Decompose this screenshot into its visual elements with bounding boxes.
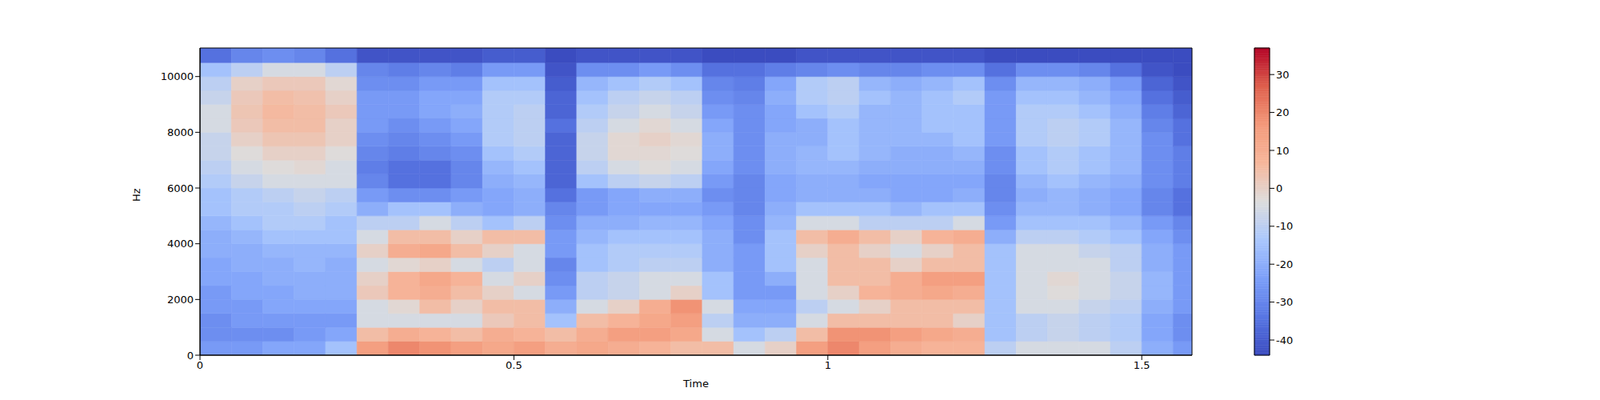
svg-text:1: 1: [824, 359, 832, 372]
svg-text:-40: -40: [1276, 334, 1293, 347]
svg-text:4000: 4000: [167, 237, 194, 250]
svg-text:20: 20: [1276, 106, 1290, 119]
svg-text:-30: -30: [1276, 296, 1293, 308]
svg-text:Time: Time: [682, 377, 709, 390]
svg-text:-10: -10: [1276, 220, 1293, 232]
svg-text:6000: 6000: [167, 182, 194, 195]
svg-text:10: 10: [1276, 144, 1290, 157]
svg-text:0: 0: [1276, 182, 1283, 195]
svg-text:10000: 10000: [160, 70, 194, 83]
svg-text:30: 30: [1276, 68, 1290, 81]
svg-text:8000: 8000: [167, 126, 194, 139]
svg-text:Hz: Hz: [130, 188, 143, 202]
svg-text:2000: 2000: [167, 293, 194, 306]
svg-text:0: 0: [196, 359, 204, 372]
svg-text:0.5: 0.5: [505, 359, 523, 372]
svg-text:1.5: 1.5: [1133, 359, 1151, 372]
svg-text:0: 0: [187, 349, 194, 362]
svg-text:-20: -20: [1276, 258, 1293, 271]
